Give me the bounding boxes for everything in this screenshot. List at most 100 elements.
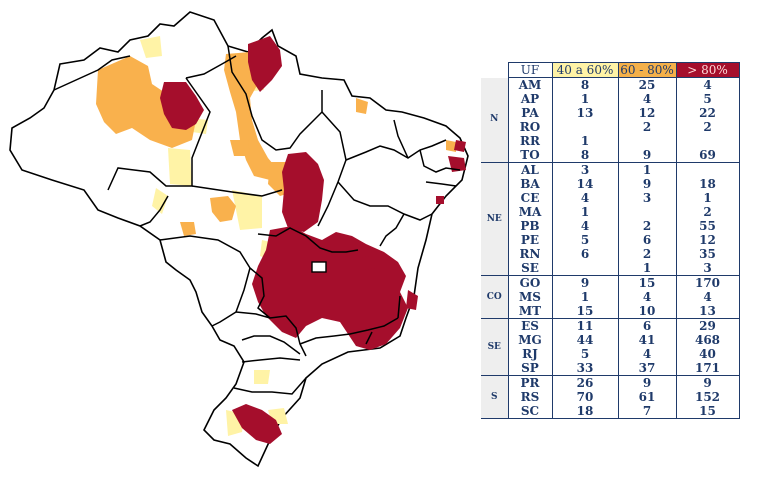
table-row: MG 44 41 468 [481,333,740,347]
value-40-60: 8 [551,77,619,92]
uf-cell: ES [507,318,553,333]
uf-cell: SP [507,361,553,376]
table-row: RJ 5 4 40 [481,347,740,361]
value-40-60: 44 [551,333,619,347]
uf-cell: MS [507,290,553,304]
uf-cell: MG [507,333,553,347]
value-gt-80: 9 [675,375,740,390]
value-gt-80: 1 [675,191,740,205]
table-row: AP 1 4 5 [481,92,740,106]
value-60-80: 6 [617,318,677,333]
value-40-60: 18 [551,404,619,419]
value-60-80: 15 [617,275,677,290]
value-40-60: 1 [551,290,619,304]
header-60-80: 60 - 80% [617,62,677,78]
value-40-60: 5 [551,347,619,361]
value-40-60: 5 [551,233,619,247]
value-60-80 [617,134,677,148]
value-40-60: 70 [551,390,619,404]
value-40-60: 1 [551,134,619,148]
table-row: NE AL 3 1 [481,162,740,276]
uf-cell: TO [507,148,553,163]
value-40-60: 8 [551,148,619,163]
value-gt-80: 468 [675,333,740,347]
value-60-80: 41 [617,333,677,347]
value-gt-80: 35 [675,247,740,261]
uf-cell: RJ [507,347,553,361]
value-40-60: 1 [551,205,619,219]
value-gt-80: 2 [675,120,740,134]
value-60-80: 37 [617,361,677,376]
value-60-80: 1 [617,261,677,276]
value-gt-80: 5 [675,92,740,106]
table-row: TO 8 9 69 [481,148,740,163]
region-label: NE [481,162,509,276]
table-row: MS 1 4 4 [481,290,740,304]
value-40-60: 14 [551,177,619,191]
value-40-60: 26 [551,375,619,390]
table-row: SP 33 37 171 [481,361,740,376]
value-gt-80: 2 [675,205,740,219]
table-body: N AM 8 25 4 AP 1 4 5 PA 13 12 22 RO 2 2 RR 1 TO 8 9 69 NE AL 3 1 B… [481,77,740,419]
value-40-60 [551,261,619,276]
value-60-80: 1 [617,162,677,177]
value-40-60 [551,120,619,134]
value-gt-80: 15 [675,404,740,419]
value-gt-80: 13 [675,304,740,319]
header-40-60: 40 a 60% [551,62,619,78]
uf-cell: GO [507,275,553,290]
value-40-60: 9 [551,275,619,290]
value-60-80: 12 [617,106,677,120]
table-row: PB 4 2 55 [481,219,740,233]
region-label: CO [481,275,509,319]
uf-cell: AM [507,77,553,92]
table-row: S PR 26 9 9 [481,375,740,419]
value-40-60: 15 [551,304,619,319]
value-gt-80: 152 [675,390,740,404]
value-gt-80: 55 [675,219,740,233]
table-header: UF 40 a 60% 60 - 80% > 80% [481,62,740,78]
table-row: MA 1 2 [481,205,740,219]
value-60-80: 10 [617,304,677,319]
uf-cell: AL [507,162,553,177]
value-40-60: 4 [551,191,619,205]
uf-cell: AP [507,92,553,106]
value-gt-80: 40 [675,347,740,361]
uf-cell: PR [507,375,553,390]
table-row: PE 5 6 12 [481,233,740,247]
value-60-80: 4 [617,290,677,304]
counts-table: UF 40 a 60% 60 - 80% > 80% N AM 8 25 4 AP 1 4 5 P… [481,62,740,419]
table-row: PA 13 12 22 [481,106,740,120]
value-60-80: 25 [617,77,677,92]
value-40-60: 6 [551,247,619,261]
value-40-60: 11 [551,318,619,333]
header-uf: UF [507,62,553,78]
table-row: N AM 8 25 4 [481,77,740,163]
table-row: SE ES 11 6 29 [481,318,740,376]
value-60-80: 2 [617,219,677,233]
value-gt-80: 171 [675,361,740,376]
value-60-80: 4 [617,92,677,106]
table-row: CO GO 9 15 170 [481,275,740,319]
uf-cell: RO [507,120,553,134]
uf-cell: PA [507,106,553,120]
value-gt-80: 4 [675,77,740,92]
state-borders [53,45,461,395]
value-40-60: 13 [551,106,619,120]
table-row: CE 4 3 1 [481,191,740,205]
value-gt-80: 170 [675,275,740,290]
uf-cell: SE [507,261,553,276]
value-60-80: 7 [617,404,677,419]
header-gt-80: > 80% [675,62,740,78]
value-60-80: 3 [617,191,677,205]
uf-cell: PB [507,219,553,233]
table-row: SE 1 3 [481,261,740,276]
value-gt-80: 29 [675,318,740,333]
value-gt-80 [675,162,740,177]
table-row: MT 15 10 13 [481,304,740,319]
value-60-80: 9 [617,375,677,390]
table-row: RO 2 2 [481,120,740,134]
value-gt-80: 69 [675,148,740,163]
value-60-80: 9 [617,148,677,163]
value-40-60: 33 [551,361,619,376]
